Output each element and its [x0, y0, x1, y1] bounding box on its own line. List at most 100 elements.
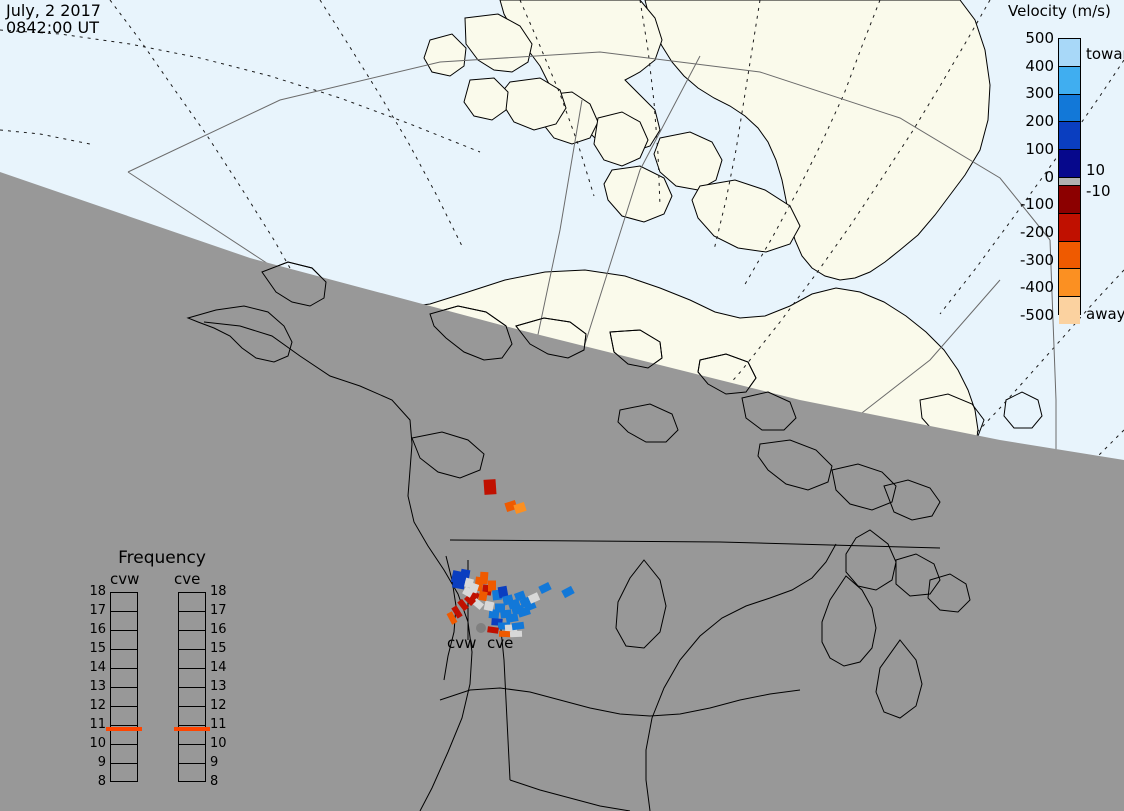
frequency-title: Frequency [118, 548, 206, 568]
colorbar-tick-7: -200 [1019, 222, 1054, 241]
frequency-segment-1-8 [179, 745, 205, 764]
colorbar-band-1 [1059, 66, 1080, 95]
frequency-segment-0-7 [111, 726, 137, 745]
velocity-cell [463, 593, 477, 607]
velocity-cell [488, 609, 500, 619]
frequency-segment-0-5 [111, 688, 137, 707]
frequency-segment-0-8 [111, 745, 137, 764]
frequency-scale-left-18: 18 [89, 584, 106, 599]
colorbar-tick-4: 100 [1025, 139, 1054, 158]
frequency-scale-left-17: 17 [89, 603, 106, 618]
frequency-segment-0-6 [111, 707, 137, 726]
site-label-cvw: cvw [447, 634, 477, 652]
frequency-marker-cvw [106, 726, 142, 731]
colorbar-band-5 [1059, 177, 1080, 186]
velocity-cell [509, 630, 523, 638]
colorbar-tick-9: -400 [1019, 278, 1054, 297]
colorbar-title: Velocity (m/s) [1008, 2, 1111, 20]
colorbar-tick-10: -500 [1019, 306, 1054, 324]
frequency-scale-right-14: 14 [210, 660, 227, 675]
colorbar-tick-5: 0 [1044, 167, 1054, 186]
colorbar-band-2 [1059, 94, 1080, 123]
colorbar-tick-1: 400 [1025, 56, 1054, 75]
frequency-segment-1-6 [179, 707, 205, 726]
frequency-scale-left-10: 10 [89, 736, 106, 751]
frequency-segment-0-9 [111, 764, 137, 783]
timestamp-block: July, 2 2017 0842:00 UT [6, 2, 101, 36]
velocity-cells [446, 479, 575, 638]
frequency-column-label-cve: cve [174, 570, 201, 588]
frequency-scale-right-13: 13 [210, 679, 227, 694]
velocity-cell [468, 582, 480, 594]
frequency-segment-1-2 [179, 631, 205, 650]
site-label-cve: cve [487, 634, 514, 652]
colorbar-tick-3: 200 [1025, 112, 1054, 131]
frequency-segment-0-1 [111, 612, 137, 631]
frequency-scale-right-12: 12 [210, 698, 227, 713]
frequency-segment-0-3 [111, 650, 137, 669]
velocity-cell [487, 626, 499, 634]
frequency-segment-1-7 [179, 726, 205, 745]
velocity-cell [488, 580, 496, 592]
velocity-cell [483, 479, 497, 495]
terminator-shading [0, 172, 1124, 811]
frequency-scale-left-15: 15 [89, 641, 106, 656]
frequency-scale-left-12: 12 [89, 698, 106, 713]
velocity-cell [457, 598, 469, 612]
frequency-scale-left-9: 9 [97, 755, 106, 770]
velocity-cell [505, 613, 519, 623]
colorbar-tick-6: -100 [1019, 195, 1054, 214]
velocity-cell [483, 600, 495, 612]
frequency-scale-left-14: 14 [89, 660, 106, 675]
colorbar-band-9 [1059, 269, 1080, 298]
colorbar-tick-0: 500 [1025, 29, 1054, 47]
frequency-segment-1-0 [179, 593, 205, 612]
velocity-cell [538, 581, 552, 595]
frequency-bar-cve [178, 592, 206, 782]
colorbar-band-10 [1059, 297, 1080, 324]
colorbar-band-8 [1059, 241, 1080, 270]
frequency-scale-right-9: 9 [210, 755, 219, 770]
velocity-cell [498, 630, 512, 638]
colorbar-band-7 [1059, 213, 1080, 242]
colorbar-inner-upper-label: 10 [1086, 161, 1106, 179]
frequency-scale-right-10: 10 [210, 736, 227, 751]
velocity-cell [511, 621, 525, 631]
colorbar-band-3 [1059, 122, 1080, 151]
frequency-scale-right-8: 8 [210, 774, 219, 789]
frequency-scale-left-8: 8 [97, 774, 106, 789]
frequency-scale-right-11: 11 [210, 717, 227, 732]
colorbar-band-0 [1059, 39, 1080, 67]
colorbar-band-6 [1059, 185, 1080, 214]
velocity-cell [479, 571, 489, 585]
timestamp-time: 0842:00 UT [6, 18, 100, 37]
frequency-segment-1-1 [179, 612, 205, 631]
colorbar-away-label: away [1086, 305, 1124, 323]
frequency-segment-1-9 [179, 764, 205, 783]
frequency-segment-0-4 [111, 669, 137, 688]
velocity-cell [478, 590, 488, 602]
frequency-segment-0-0 [111, 593, 137, 612]
frequency-scale-right-18: 18 [210, 584, 227, 599]
velocity-cell [504, 500, 518, 512]
timestamp-date: July, 2 2017 [6, 1, 101, 20]
frequency-scale-left-16: 16 [89, 622, 106, 637]
frequency-segment-1-5 [179, 688, 205, 707]
velocity-cell [527, 592, 541, 604]
frequency-segment-1-3 [179, 650, 205, 669]
frequency-column-label-cvw: cvw [110, 570, 140, 588]
frequency-scale-left-11: 11 [89, 717, 106, 732]
frequency-scale-right-15: 15 [210, 641, 227, 656]
colorbar-toward-label: toward [1086, 45, 1124, 63]
frequency-marker-cve [174, 726, 210, 731]
velocity-cell [450, 570, 464, 584]
colorbar-band-4 [1059, 150, 1080, 178]
velocity-cell [446, 611, 458, 625]
velocity-cell [523, 600, 537, 612]
velocity-colorbar [1058, 38, 1081, 324]
frequency-segment-1-4 [179, 669, 205, 688]
colorbar-tick-2: 300 [1025, 84, 1054, 103]
velocity-cell [498, 622, 510, 630]
